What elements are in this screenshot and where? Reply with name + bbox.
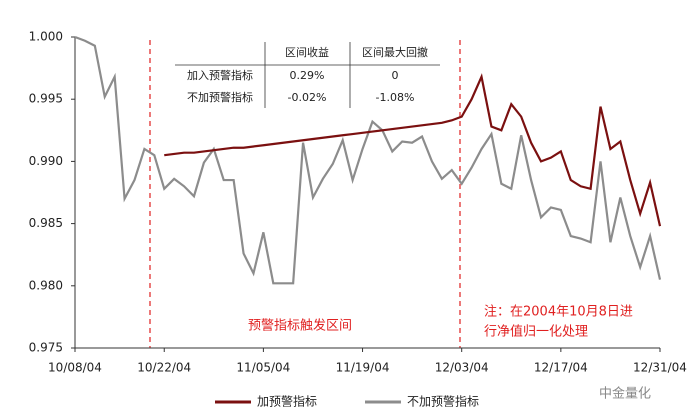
table-cell: 不加预警指标 — [187, 90, 253, 104]
x-tick-label: 11/19/04 — [336, 361, 390, 375]
watermark: 中金量化 — [599, 386, 651, 402]
y-tick-label: 0.975 — [29, 341, 63, 355]
x-tick-label: 12/03/04 — [435, 361, 489, 375]
table-header: 区间最大回撤 — [362, 45, 428, 59]
series-line — [164, 73, 662, 227]
table-cell: 0.29% — [290, 69, 325, 82]
x-tick-label: 12/17/04 — [534, 361, 588, 375]
table-cell: 加入预警指标 — [187, 68, 253, 82]
y-tick-label: 0.980 — [29, 278, 63, 292]
x-tick-label: 11/05/04 — [236, 361, 290, 375]
x-tick-label: 10/22/04 — [137, 361, 191, 375]
y-tick-label: 0.995 — [29, 92, 63, 106]
annotation: 行净值归一化处理 — [484, 324, 588, 340]
legend-label: 加预警指标 — [257, 394, 317, 409]
y-tick-label: 0.990 — [29, 154, 63, 168]
table-cell: -1.08% — [376, 91, 415, 104]
table-cell: 0 — [392, 69, 399, 82]
y-tick-label: 1.000 — [29, 30, 63, 44]
series-line — [74, 35, 662, 285]
y-tick-label: 0.985 — [29, 216, 63, 230]
table-header: 区间收益 — [285, 45, 329, 59]
x-tick-label: 12/31/04 — [633, 361, 687, 375]
legend-label: 不加预警指标 — [407, 394, 479, 409]
x-tick-label: 10/08/04 — [48, 361, 102, 375]
table-cell: -0.02% — [288, 91, 327, 104]
annotation: 注：在2004年10月8日进 — [484, 305, 633, 320]
stats-table: 区间收益 区间最大回撤 加入预警指标 0.29% 0 不加预警指标 -0.02%… — [175, 42, 440, 108]
annotation: 预警指标触发区间 — [248, 318, 352, 334]
